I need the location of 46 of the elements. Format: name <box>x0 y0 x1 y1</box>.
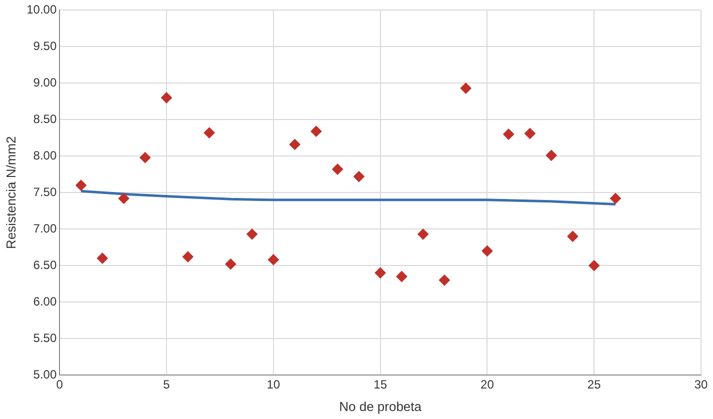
point <box>225 258 236 270</box>
point <box>418 228 429 240</box>
point <box>76 180 87 191</box>
y-tick-label: 7.50 <box>33 184 57 199</box>
x-axis-title: No de probeta <box>339 398 422 414</box>
point <box>567 230 578 242</box>
y-tick-label: 5.50 <box>33 330 57 345</box>
y-tick-label: 9.50 <box>33 38 57 53</box>
x-tick-label: 15 <box>374 378 388 392</box>
point <box>140 152 151 164</box>
point <box>332 164 344 175</box>
point <box>310 126 322 137</box>
point <box>161 92 172 104</box>
point <box>546 150 557 161</box>
point <box>460 82 472 94</box>
x-tick-label: 30 <box>694 378 708 392</box>
point <box>503 128 514 140</box>
point <box>96 252 108 264</box>
point <box>524 128 536 140</box>
x-tick-label: 20 <box>480 378 494 392</box>
y-tick-label: 6.00 <box>33 294 57 308</box>
point <box>268 254 279 266</box>
x-tick-label: 0 <box>56 378 64 392</box>
y-tick-label: 5.00 <box>33 367 57 382</box>
point <box>204 127 215 138</box>
point <box>182 251 194 262</box>
point <box>610 192 621 204</box>
y-tick-label: 7.00 <box>33 221 57 236</box>
y-tick-label: 8.00 <box>33 148 57 162</box>
y-tick-label: 10.00 <box>26 2 57 17</box>
point <box>289 138 300 150</box>
y-tick-label: 9.00 <box>33 75 57 90</box>
point <box>374 267 386 278</box>
point <box>438 274 450 286</box>
point <box>118 192 130 204</box>
point <box>396 271 408 282</box>
x-tick-label: 5 <box>163 378 170 392</box>
y-tick-label: 6.50 <box>33 258 57 272</box>
point <box>353 171 364 182</box>
x-tick-label: 10 <box>266 378 280 392</box>
y-tick-label: 8.50 <box>33 112 57 126</box>
y-axis-title: Resistencia N/mm2 <box>3 136 18 249</box>
point <box>588 260 600 272</box>
point <box>482 245 493 256</box>
point <box>246 228 258 240</box>
x-tick-label: 25 <box>587 378 602 392</box>
